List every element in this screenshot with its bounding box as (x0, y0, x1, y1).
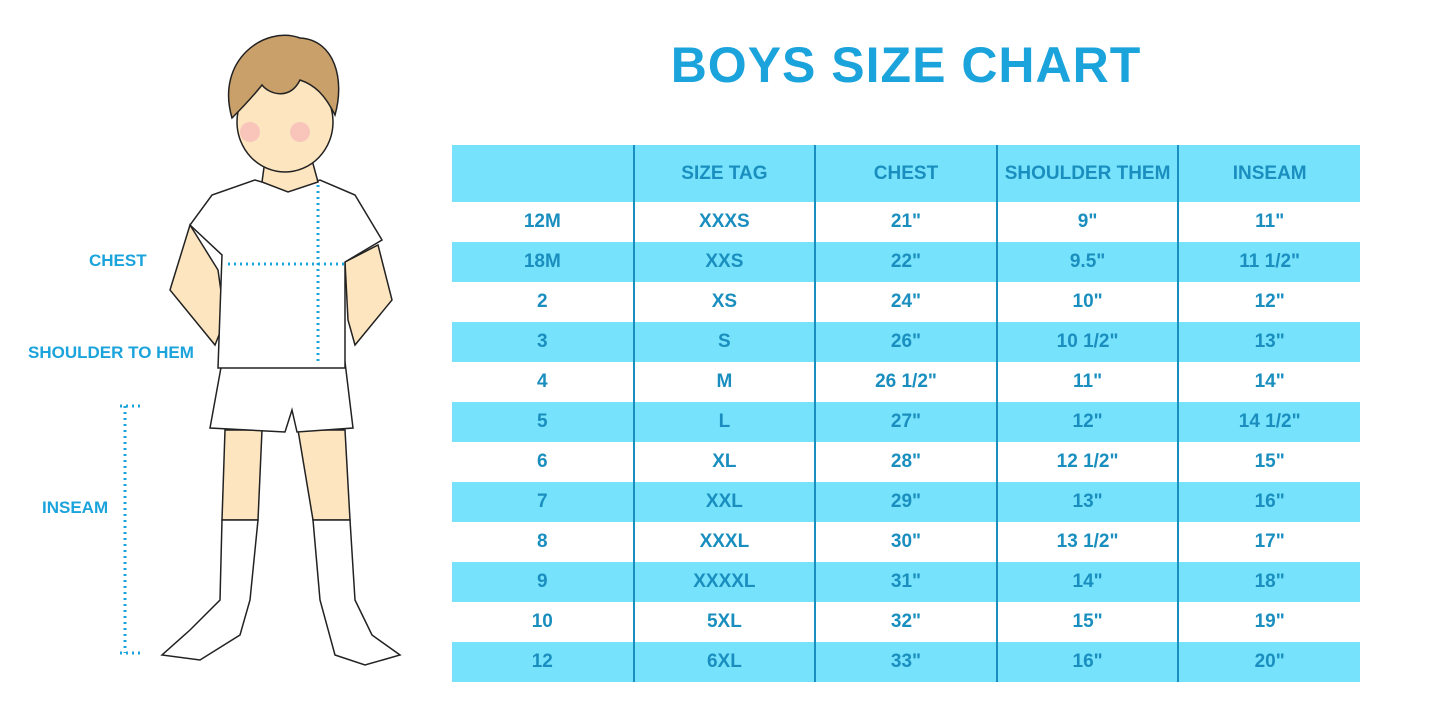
column-header (452, 145, 634, 202)
table-cell: 22" (814, 242, 997, 282)
table-cell: XL (632, 442, 816, 482)
chest-label: CHEST (89, 251, 147, 270)
inseam-label: INSEAM (42, 498, 109, 517)
table-cell: 28" (814, 442, 997, 482)
table-row: 10 5XL 32" 15" 19" (452, 602, 1360, 642)
table-cell: 21" (814, 202, 997, 242)
table-row: 12 6XL 33" 16" 20" (452, 642, 1360, 682)
table-row: 2 XS 24" 10" 12" (452, 282, 1360, 322)
table-cell: 15" (1177, 442, 1360, 482)
table-header-row: SIZE TAG CHEST SHOULDER THEM INSEAM (452, 145, 1360, 202)
table-cell: XXXXL (632, 562, 816, 602)
table-cell: 13" (1177, 322, 1360, 362)
table-cell: 18" (1177, 562, 1360, 602)
table-cell: 11" (995, 362, 1179, 402)
table-cell: 11" (1177, 202, 1360, 242)
table-cell: 26" (814, 322, 997, 362)
table-cell: 14" (1177, 362, 1360, 402)
table-cell: 4 (537, 371, 548, 392)
table-cell: M (632, 362, 816, 402)
boy-illustration (120, 34, 402, 666)
table-cell: XXS (632, 242, 816, 282)
table-cell: 12" (1177, 282, 1360, 322)
column-header: SIZE TAG (632, 145, 816, 202)
table-cell: 5XL (632, 602, 816, 642)
table-cell: 12M (523, 211, 561, 232)
table-cell: 9" (995, 202, 1179, 242)
table-cell: 5 (452, 402, 634, 442)
table-cell: 3 (452, 322, 634, 362)
table-cell: 14" (995, 562, 1179, 602)
table-cell: 10 1/2" (995, 322, 1179, 362)
table-row: 9 XXXXL 31" 14" 18" (452, 562, 1360, 602)
table-cell: 30" (814, 522, 997, 562)
size-table: SIZE TAG CHEST SHOULDER THEM INSEAM 12M XXXS… (452, 145, 1360, 682)
shoulder-to-hem-label: SHOULDER TO HEM (28, 343, 194, 362)
table-cell: 16" (1177, 482, 1360, 522)
table-cell: 13" (995, 482, 1179, 522)
table-row: 12M XXXS 21" 9" 11" (452, 202, 1360, 242)
table-cell: S (632, 322, 816, 362)
column-header: CHEST (814, 145, 997, 202)
table-cell: 12 1/2" (995, 442, 1179, 482)
table-cell: 31" (814, 562, 997, 602)
table-cell: 6 (537, 451, 548, 472)
table-cell: 6XL (632, 642, 816, 682)
table-cell: 20" (1177, 642, 1360, 682)
table-cell: 27" (814, 402, 997, 442)
table-cell: XS (632, 282, 816, 322)
table-cell: XXXS (632, 202, 816, 242)
table-cell: 14 1/2" (1177, 402, 1360, 442)
table-cell: 19" (1177, 602, 1360, 642)
table-cell: 12" (995, 402, 1179, 442)
table-cell: 18M (452, 242, 634, 282)
table-cell: 11 1/2" (1177, 242, 1360, 282)
table-cell: 10 (531, 611, 553, 632)
table-cell: 2 (537, 291, 548, 312)
table-row: 18M XXS 22" 9.5" 11 1/2" (452, 242, 1360, 282)
column-header: SHOULDER THEM (995, 145, 1179, 202)
table-cell: 13 1/2" (995, 522, 1179, 562)
table-row: 7 XXL 29" 13" 16" (452, 482, 1360, 522)
table-cell: 12 (452, 642, 634, 682)
column-header: INSEAM (1177, 145, 1360, 202)
table-row: 8 XXXL 30" 13 1/2" 17" (452, 522, 1360, 562)
table-row: 3 S 26" 10 1/2" 13" (452, 322, 1360, 362)
table-cell: 33" (814, 642, 997, 682)
page-title: BOYS SIZE CHART (670, 37, 1142, 93)
table-cell: 7 (452, 482, 634, 522)
table-cell: 9 (452, 562, 634, 602)
table-cell: 9.5" (995, 242, 1179, 282)
table-cell: 8 (537, 531, 548, 552)
table-cell: 29" (814, 482, 997, 522)
table-row: 4 M 26 1/2" 11" 14" (452, 362, 1360, 402)
table-row: 5 L 27" 12" 14 1/2" (452, 402, 1360, 442)
table-cell: 26 1/2" (814, 362, 997, 402)
table-cell: L (632, 402, 816, 442)
table-cell: 16" (995, 642, 1179, 682)
table-cell: XXXL (632, 522, 816, 562)
table-cell: 10" (995, 282, 1179, 322)
table-row: 6 XL 28" 12 1/2" 15" (452, 442, 1360, 482)
table-cell: 24" (814, 282, 997, 322)
table-cell: 17" (1177, 522, 1360, 562)
table-cell: 15" (995, 602, 1179, 642)
table-cell: 32" (814, 602, 997, 642)
table-cell: XXL (632, 482, 816, 522)
